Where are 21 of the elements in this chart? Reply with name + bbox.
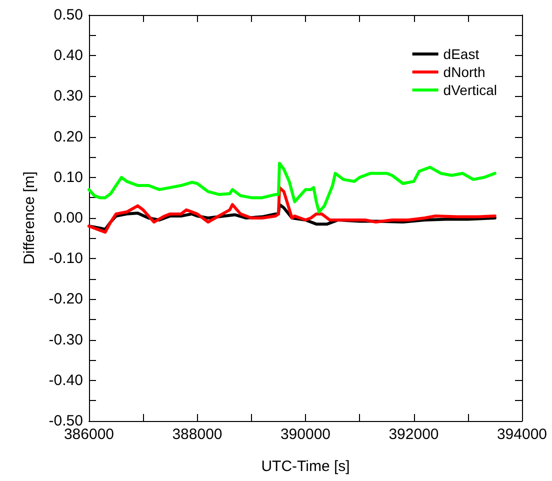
y-tick-label: -0.10 (48, 250, 83, 268)
y-tick-label: 0.20 (54, 128, 83, 146)
y-tick-label: 0.40 (54, 47, 83, 64)
y-tick-label: 0.30 (54, 88, 83, 105)
x-tick-label: 388000 (172, 426, 222, 443)
legend-label: dVertical (443, 82, 498, 98)
y-tick-label: 0.00 (54, 210, 83, 226)
y-tick-label: 0.50 (54, 6, 83, 24)
y-tick-label: -0.30 (48, 331, 83, 348)
y-tick-label: 0.10 (54, 168, 83, 186)
x-tick-label: 392000 (388, 426, 439, 443)
y-tick-label: -0.40 (48, 372, 83, 389)
line-series (88, 186, 496, 234)
x-tick-label: 394000 (496, 426, 548, 443)
y-tick-label: -0.20 (48, 290, 83, 308)
line-series (88, 162, 496, 214)
legend-label: dNorth (443, 64, 486, 80)
x-axis-title: UTC-Time [s] (261, 458, 350, 475)
legend-label: dEast (443, 46, 480, 62)
x-tick-label: 390000 (280, 426, 331, 443)
y-axis-title: Difference [m] (21, 171, 38, 265)
